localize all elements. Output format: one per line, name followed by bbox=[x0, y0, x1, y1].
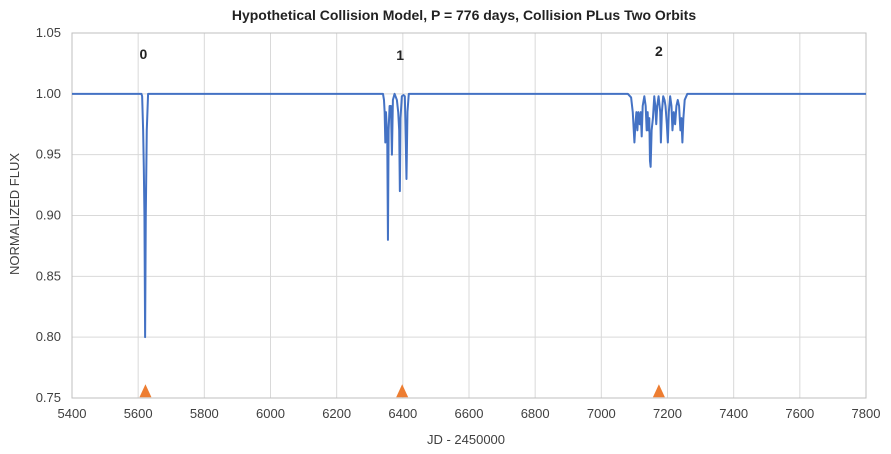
orbit-label-0: 0 bbox=[140, 46, 148, 62]
plot-area-frame bbox=[71, 32, 867, 399]
orbit-label-2: 2 bbox=[655, 43, 663, 59]
epoch-markers bbox=[139, 384, 665, 398]
y-tick-label: 0.75 bbox=[36, 390, 61, 405]
x-tick-label: 7400 bbox=[719, 406, 748, 421]
x-tick-label: 6400 bbox=[388, 406, 417, 421]
y-tick-label: 1.00 bbox=[36, 86, 61, 101]
x-tick-label: 5400 bbox=[58, 406, 87, 421]
y-tick-label: 0.85 bbox=[36, 268, 61, 283]
orbit-label-1: 1 bbox=[396, 47, 404, 63]
x-tick-label: 5800 bbox=[190, 406, 219, 421]
y-tick-label: 0.90 bbox=[36, 208, 61, 223]
x-tick-label: 7000 bbox=[587, 406, 616, 421]
chart-title: Hypothetical Collision Model, P = 776 da… bbox=[232, 7, 697, 23]
y-axis-ticks: 0.75 0.80 0.85 0.90 0.95 1.00 1.05 bbox=[36, 25, 61, 405]
x-tick-label: 5600 bbox=[124, 406, 153, 421]
epoch-marker-0 bbox=[139, 384, 152, 398]
x-tick-label: 7800 bbox=[852, 406, 881, 421]
x-axis-ticks: 5400 5600 5800 6000 6200 6400 6600 6800 7000 7200… bbox=[58, 406, 881, 421]
y-tick-label: 1.05 bbox=[36, 25, 61, 40]
x-tick-label: 6800 bbox=[521, 406, 550, 421]
x-tick-label: 6200 bbox=[322, 406, 351, 421]
x-tick-label: 7600 bbox=[785, 406, 814, 421]
y-tick-label: 0.95 bbox=[36, 147, 61, 162]
x-tick-label: 7200 bbox=[653, 406, 682, 421]
x-tick-label: 6000 bbox=[256, 406, 285, 421]
epoch-marker-2 bbox=[652, 384, 665, 398]
y-axis-label: NORMALIZED FLUX bbox=[7, 153, 22, 275]
x-axis-label: JD - 2450000 bbox=[427, 432, 505, 447]
orbit-annotations: 0 1 2 bbox=[140, 43, 663, 63]
epoch-marker-1 bbox=[396, 384, 409, 398]
y-tick-label: 0.80 bbox=[36, 329, 61, 344]
x-tick-label: 6600 bbox=[455, 406, 484, 421]
flux-series-line bbox=[72, 92, 866, 339]
